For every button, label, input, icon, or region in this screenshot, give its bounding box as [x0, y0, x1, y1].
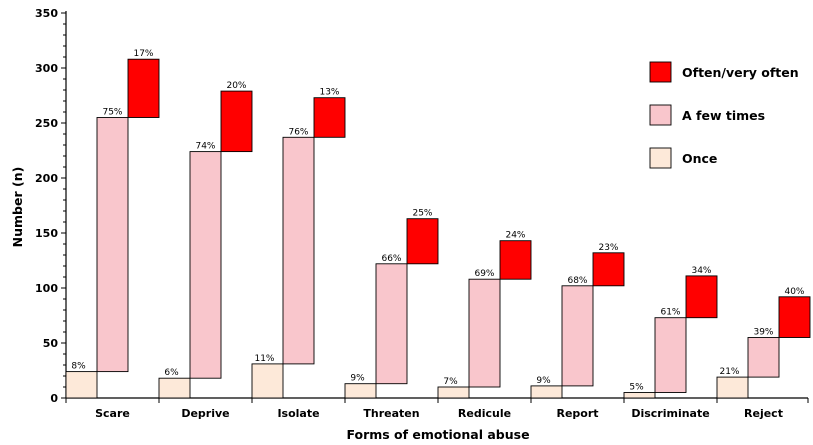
bar-segment: [716, 376, 749, 399]
y-tick-label: 0: [50, 392, 58, 405]
x-tick-label: Report: [556, 407, 598, 420]
y-tick-label: 300: [35, 62, 58, 75]
data-label: 40%: [784, 287, 804, 297]
data-label: 61%: [660, 308, 680, 318]
bar-segment: [189, 151, 222, 379]
data-label: 23%: [598, 243, 618, 253]
legend-label: A few times: [682, 108, 765, 123]
data-label: 9%: [350, 374, 365, 384]
legend: Often/very often A few times Once: [649, 61, 799, 169]
bar-segment: [220, 90, 253, 153]
x-tick-label: Deprive: [181, 407, 229, 420]
x-tick-label: Discriminate: [631, 407, 709, 420]
x-tick-label: Redicule: [458, 407, 511, 420]
y-tick-label: 150: [35, 227, 58, 240]
x-tick-label: Reject: [744, 407, 783, 420]
y-tick-label: 200: [35, 172, 58, 185]
data-label: 13%: [319, 88, 339, 98]
x-tick-label: Isolate: [277, 407, 319, 420]
bar-segment: [127, 58, 160, 118]
data-label: 74%: [195, 142, 215, 152]
bar-segment: [437, 386, 470, 399]
x-axis: Scare Deprive Isolate Threaten Redicule Repor…: [65, 397, 809, 420]
y-tick-label: 100: [35, 282, 58, 295]
bar-segment: [158, 377, 191, 399]
bar-segment: [623, 392, 656, 399]
bar-segment: [282, 136, 315, 365]
x-tick-label: Threaten: [363, 407, 419, 420]
y-tick-label: 350: [35, 7, 58, 20]
data-label: 21%: [719, 367, 739, 377]
data-label: 75%: [102, 108, 122, 118]
data-label: 66%: [381, 254, 401, 264]
data-label: 7%: [443, 377, 458, 387]
bar-segment: [530, 385, 563, 399]
data-label: 69%: [474, 269, 494, 279]
bar-segment: [654, 317, 687, 393]
bar-segment: [251, 363, 284, 399]
y-axis: 0 50 100 150 200 250 300 350: [35, 7, 67, 405]
data-label: 68%: [567, 276, 587, 286]
data-label: 76%: [288, 127, 308, 137]
data-label: 24%: [505, 231, 525, 241]
data-label: 6%: [164, 368, 179, 378]
bar-segment: [344, 383, 377, 399]
bar-segment: [592, 252, 625, 287]
data-label: 17%: [133, 49, 153, 59]
bar-segment: [406, 218, 439, 265]
y-tick-label: 250: [35, 117, 58, 130]
bar-segment: [499, 240, 532, 280]
bar-segment: [375, 263, 408, 385]
bar-segment: [778, 296, 811, 338]
data-label: 8%: [71, 362, 86, 372]
data-label: 11%: [254, 354, 274, 364]
bar-segment: [747, 337, 780, 378]
bar-segment: [685, 275, 718, 319]
x-tick-label: Scare: [95, 407, 130, 420]
data-label: 5%: [629, 383, 644, 393]
legend-swatch: [649, 147, 672, 169]
bar-segment: [96, 117, 129, 373]
bar-segment: [313, 97, 346, 138]
y-tick-label: 50: [43, 337, 59, 350]
data-label: 20%: [226, 81, 246, 91]
x-axis-title: Forms of emotional abuse: [346, 427, 529, 442]
legend-swatch: [649, 104, 672, 126]
legend-label: Once: [682, 151, 717, 166]
bars: 8% 75% 17% 6% 74% 20% 11% 76% 13% 9% 66% 25% 7% 69% 24…: [65, 49, 811, 399]
y-axis-title: Number (n): [10, 167, 25, 248]
data-label: 9%: [536, 376, 551, 386]
data-label: 25%: [412, 209, 432, 219]
bar-segment: [561, 285, 594, 387]
legend-label: Often/very often: [682, 65, 799, 80]
data-label: 34%: [691, 266, 711, 276]
bar-segment: [468, 278, 501, 388]
legend-swatch: [649, 61, 672, 83]
bar-segment: [65, 371, 98, 399]
data-label: 39%: [753, 328, 773, 338]
